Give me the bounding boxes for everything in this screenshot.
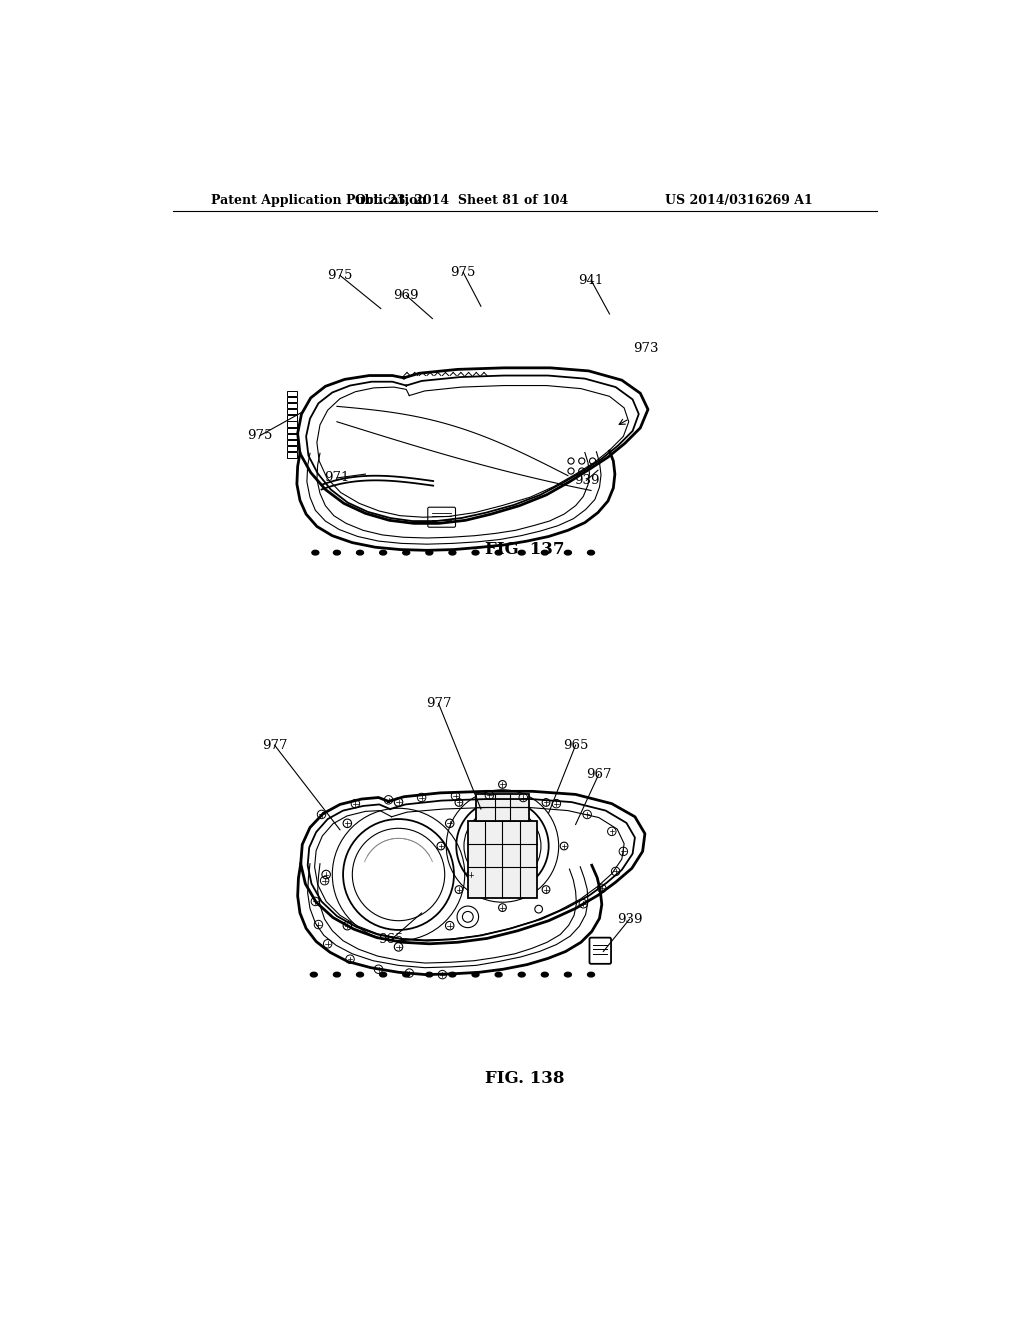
Text: 971: 971 bbox=[325, 471, 349, 484]
Text: 941: 941 bbox=[579, 273, 603, 286]
Ellipse shape bbox=[312, 550, 318, 554]
Ellipse shape bbox=[588, 550, 595, 554]
Ellipse shape bbox=[310, 973, 317, 977]
Text: 975: 975 bbox=[247, 429, 272, 442]
FancyBboxPatch shape bbox=[288, 453, 297, 458]
Text: 965: 965 bbox=[378, 933, 403, 946]
Ellipse shape bbox=[472, 973, 479, 977]
FancyBboxPatch shape bbox=[288, 403, 297, 408]
Ellipse shape bbox=[542, 973, 548, 977]
Ellipse shape bbox=[564, 973, 571, 977]
FancyBboxPatch shape bbox=[288, 446, 297, 451]
Ellipse shape bbox=[472, 550, 479, 554]
Ellipse shape bbox=[334, 550, 340, 554]
Text: Oct. 23, 2014  Sheet 81 of 104: Oct. 23, 2014 Sheet 81 of 104 bbox=[355, 194, 568, 207]
Text: 969: 969 bbox=[393, 289, 419, 302]
FancyBboxPatch shape bbox=[428, 507, 456, 527]
FancyBboxPatch shape bbox=[288, 428, 297, 433]
Ellipse shape bbox=[518, 973, 525, 977]
Text: 977: 977 bbox=[426, 697, 452, 710]
Ellipse shape bbox=[380, 973, 387, 977]
Ellipse shape bbox=[588, 973, 595, 977]
Text: US 2014/0316269 A1: US 2014/0316269 A1 bbox=[665, 194, 813, 207]
FancyBboxPatch shape bbox=[288, 391, 297, 396]
Ellipse shape bbox=[518, 550, 525, 554]
Ellipse shape bbox=[356, 973, 364, 977]
Ellipse shape bbox=[426, 550, 433, 554]
Text: 975: 975 bbox=[328, 269, 352, 282]
Ellipse shape bbox=[564, 550, 571, 554]
FancyBboxPatch shape bbox=[288, 434, 297, 440]
Text: 977: 977 bbox=[262, 739, 288, 751]
Ellipse shape bbox=[356, 550, 364, 554]
FancyBboxPatch shape bbox=[288, 409, 297, 414]
FancyBboxPatch shape bbox=[288, 421, 297, 426]
Text: FIG. 137: FIG. 137 bbox=[485, 541, 564, 558]
Ellipse shape bbox=[402, 973, 410, 977]
FancyBboxPatch shape bbox=[590, 937, 611, 964]
Ellipse shape bbox=[449, 550, 456, 554]
Text: 939: 939 bbox=[573, 474, 599, 487]
FancyBboxPatch shape bbox=[475, 793, 529, 821]
FancyBboxPatch shape bbox=[288, 397, 297, 403]
Text: 967: 967 bbox=[586, 768, 611, 781]
FancyBboxPatch shape bbox=[468, 821, 538, 898]
Ellipse shape bbox=[496, 550, 502, 554]
Text: Patent Application Publication: Patent Application Publication bbox=[211, 194, 427, 207]
Text: 965: 965 bbox=[563, 739, 589, 751]
Ellipse shape bbox=[380, 550, 387, 554]
FancyBboxPatch shape bbox=[288, 416, 297, 421]
FancyBboxPatch shape bbox=[288, 440, 297, 445]
Ellipse shape bbox=[542, 550, 548, 554]
Text: 975: 975 bbox=[451, 265, 476, 279]
Ellipse shape bbox=[402, 550, 410, 554]
Text: 939: 939 bbox=[616, 912, 642, 925]
Ellipse shape bbox=[334, 973, 340, 977]
Text: 973: 973 bbox=[634, 342, 658, 355]
Ellipse shape bbox=[449, 973, 456, 977]
Ellipse shape bbox=[496, 973, 502, 977]
Ellipse shape bbox=[426, 973, 433, 977]
Text: FIG. 138: FIG. 138 bbox=[485, 1071, 564, 1088]
